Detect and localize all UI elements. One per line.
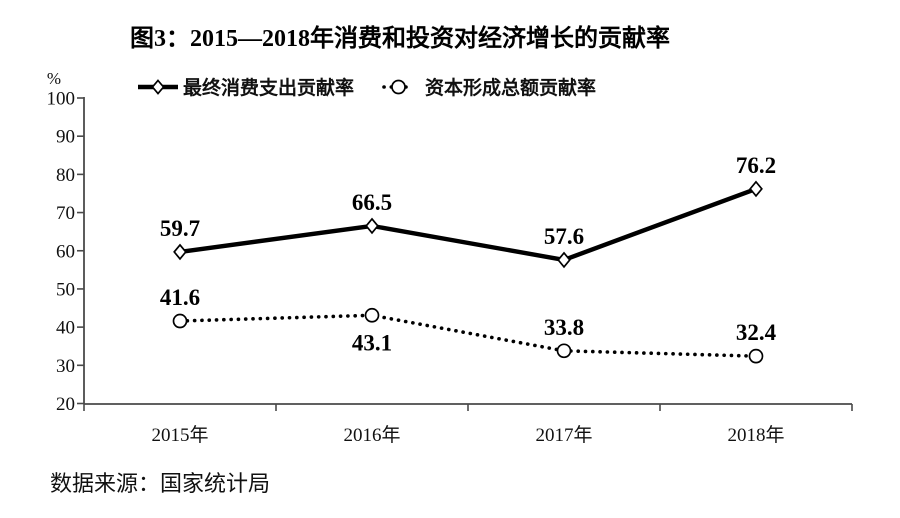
- y-tick-label: 60: [56, 241, 75, 262]
- y-tick-label: 20: [56, 394, 75, 415]
- data-point-label: 66.5: [352, 190, 392, 215]
- y-tick-label: 80: [56, 165, 75, 186]
- y-tick-label: 100: [47, 89, 76, 110]
- data-point-label: 76.2: [736, 153, 776, 178]
- x-axis-ticks: [83, 404, 853, 411]
- x-category-label: 2018年: [727, 424, 784, 446]
- legend-item-capital-formation: 资本形成总额贡献率: [382, 76, 596, 99]
- x-axis-category-labels: 2015年 2016年 2017年 2018年: [151, 424, 784, 446]
- y-tick-label: 40: [56, 318, 75, 339]
- diamond-marker-icon: [151, 79, 165, 95]
- legend-item-consumption: 最终消费支出贡献率: [138, 76, 354, 99]
- data-point-label: 33.8: [544, 315, 584, 340]
- x-category-label: 2015年: [151, 424, 208, 446]
- plot-series-area: 59.7 66.5 57.6 76.2 41.6 43.1 33.8 32.4: [160, 153, 777, 364]
- y-axis-ticks: 100 90 80 70 60 50 40 30 20: [47, 89, 84, 415]
- data-point-label: 41.6: [160, 285, 200, 310]
- circle-marker-icon: [391, 79, 406, 95]
- legend-label-capital-formation: 资本形成总额贡献率: [425, 76, 596, 99]
- data-point-label: 32.4: [736, 320, 777, 345]
- x-category-label: 2017年: [535, 424, 592, 446]
- series-line-capital-formation: [178, 313, 758, 358]
- legend-label-consumption: 最终消费支出贡献率: [183, 76, 354, 99]
- data-source-note: 数据来源：国家统计局: [50, 471, 270, 496]
- x-category-label: 2016年: [343, 424, 400, 446]
- diamond-marker-icon: [557, 251, 571, 269]
- legend: 最终消费支出贡献率 资本形成总额贡献率: [138, 76, 596, 99]
- y-tick-label: 90: [56, 127, 75, 148]
- circle-marker-icon: [172, 313, 188, 329]
- diamond-marker-icon: [365, 217, 379, 235]
- data-point-label: 59.7: [160, 216, 200, 241]
- chart-title: 图3：2015—2018年消费和投资对经济增长的贡献率: [130, 24, 670, 52]
- y-tick-label: 30: [56, 356, 75, 377]
- data-point-label: 43.1: [352, 330, 392, 355]
- data-point-label: 57.6: [544, 224, 584, 249]
- y-tick-label: 50: [56, 279, 75, 300]
- diamond-marker-icon: [173, 243, 187, 261]
- circle-marker-icon: [748, 348, 764, 364]
- y-axis-unit-label: %: [47, 69, 61, 88]
- circle-marker-icon: [556, 343, 572, 359]
- circle-marker-icon: [364, 307, 380, 323]
- y-tick-label: 70: [56, 203, 75, 224]
- diamond-marker-icon: [749, 180, 763, 198]
- series-line-consumption: [179, 186, 757, 263]
